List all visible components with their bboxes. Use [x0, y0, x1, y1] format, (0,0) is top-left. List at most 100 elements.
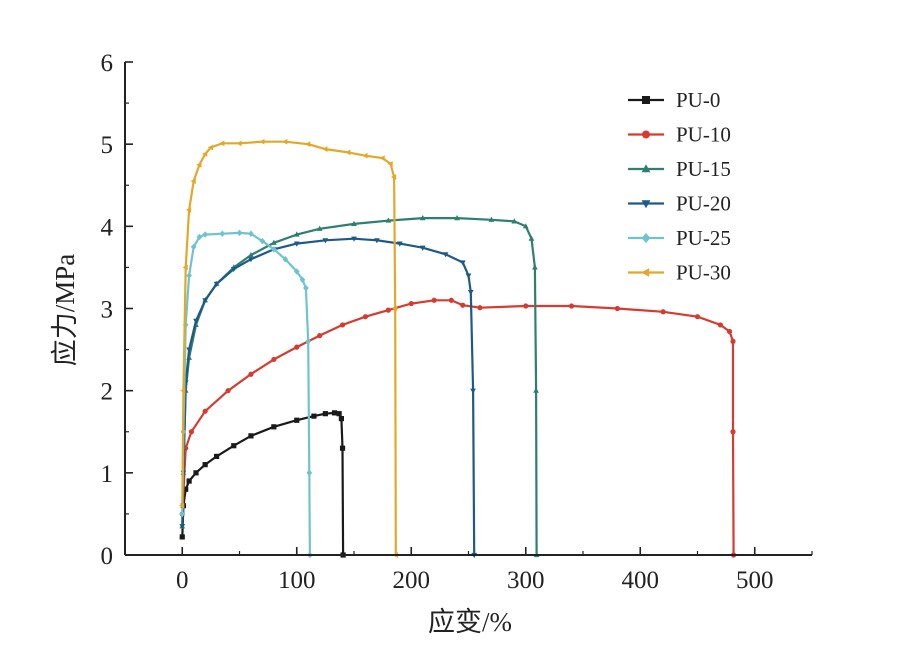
data-point-pu-0: [183, 486, 189, 492]
data-point-pu-25: [179, 510, 186, 518]
data-point-pu-15: [511, 218, 518, 224]
data-point-pu-10: [188, 429, 195, 435]
data-point-pu-30: [219, 140, 225, 147]
data-point-pu-25: [303, 284, 309, 292]
data-point-pu-10: [460, 302, 466, 308]
data-point-pu-0: [339, 445, 346, 451]
data-point-pu-20: [213, 281, 220, 287]
data-point-pu-20: [467, 289, 474, 296]
series-line-pu-0: [181, 411, 345, 556]
data-point-pu-15: [532, 264, 538, 270]
data-point-pu-30: [387, 161, 393, 167]
data-point-pu-30: [322, 146, 328, 152]
legend-label-pu-25: PU-25: [676, 226, 731, 250]
y-tick-label: 2: [101, 379, 114, 406]
data-point-pu-30: [196, 161, 202, 168]
data-point-pu-0: [294, 417, 300, 423]
data-point-pu-20: [442, 252, 449, 258]
data-point-pu-25: [259, 237, 266, 245]
data-point-pu-20: [322, 238, 329, 244]
data-point-pu-25: [306, 469, 313, 477]
data-point-pu-10: [730, 338, 736, 344]
data-point-pu-25: [236, 229, 243, 237]
data-point-pu-30: [345, 149, 351, 156]
x-axis-title: 应变/%: [428, 607, 512, 637]
data-point-pu-15: [270, 239, 277, 245]
data-point-pu-10: [523, 303, 529, 309]
data-point-pu-30: [390, 174, 397, 180]
data-point-pu-30: [362, 152, 368, 159]
data-point-pu-10: [317, 333, 323, 339]
data-point-pu-20: [202, 298, 209, 304]
data-point-pu-15: [488, 216, 495, 222]
legend: PU-0 PU-10 PU-15 PU-20 PU-25 PU-30: [628, 88, 731, 285]
legend-marker-pu-25: [641, 233, 651, 243]
legend-label-pu-30: PU-30: [676, 261, 731, 285]
legend-label-pu-20: PU-20: [676, 192, 731, 216]
data-point-pu-10: [225, 388, 231, 394]
data-point-pu-30: [392, 305, 398, 312]
data-point-pu-30: [190, 178, 196, 185]
data-point-pu-25: [305, 338, 312, 345]
data-point-pu-25: [202, 231, 209, 238]
data-point-pu-20: [419, 245, 426, 251]
data-point-pu-30: [259, 138, 265, 145]
axes: 0 100 200 300 400 500 0 1 2 3 4 5 6: [101, 50, 813, 594]
data-point-pu-25: [282, 255, 289, 263]
data-point-pu-0: [179, 534, 185, 540]
data-point-pu-0: [202, 462, 208, 468]
data-point-pu-20: [374, 238, 380, 244]
data-point-pu-10: [717, 322, 724, 328]
legend-label-pu-0: PU-0: [676, 88, 720, 112]
data-point-pu-30: [179, 502, 185, 509]
legend-marker-pu-15: [641, 164, 651, 173]
data-point-pu-25: [270, 246, 277, 253]
data-point-pu-20: [396, 241, 403, 247]
data-point-pu-30: [202, 151, 208, 157]
y-tick-label: 6: [101, 50, 114, 77]
x-tick-label: 200: [393, 567, 431, 594]
plot-area: [179, 138, 737, 559]
data-point-pu-10: [726, 328, 733, 335]
data-point-pu-30: [182, 264, 188, 271]
y-axis-title: 应力/MPa: [50, 254, 80, 367]
data-point-pu-25: [248, 230, 254, 237]
y-tick-label: 4: [101, 214, 114, 241]
legend-label-pu-15: PU-15: [676, 157, 731, 181]
data-point-pu-10: [730, 429, 736, 435]
data-point-pu-20: [230, 266, 237, 273]
data-point-pu-10: [448, 297, 454, 303]
legend-label-pu-10: PU-10: [676, 123, 731, 147]
data-point-pu-0: [271, 424, 277, 430]
data-point-pu-30: [186, 207, 192, 213]
data-point-pu-10: [339, 322, 346, 328]
legend-marker-pu-20: [641, 200, 651, 209]
data-point-pu-30: [236, 140, 242, 147]
data-point-pu-25: [190, 243, 197, 251]
x-tick-label: 100: [278, 567, 316, 594]
data-point-pu-25: [299, 276, 306, 283]
data-point-pu-15: [351, 220, 357, 226]
data-point-pu-0: [336, 411, 342, 417]
data-point-pu-0: [311, 413, 317, 419]
data-point-pu-15: [385, 217, 392, 223]
y-tick-label: 1: [101, 461, 114, 488]
data-point-pu-10: [271, 356, 277, 363]
data-point-pu-10: [694, 314, 701, 320]
data-point-pu-25: [219, 230, 226, 237]
data-point-pu-10: [408, 300, 414, 307]
data-point-pu-20: [193, 318, 199, 324]
data-point-pu-20: [293, 241, 300, 247]
data-point-pu-15: [293, 231, 300, 237]
data-point-pu-25: [196, 233, 203, 241]
data-point-pu-20: [248, 257, 254, 263]
x-tick-label: 400: [622, 567, 660, 594]
data-point-pu-15: [454, 214, 460, 221]
series-line-pu-30: [181, 140, 397, 556]
data-point-pu-30: [379, 155, 385, 161]
data-point-pu-10: [248, 371, 254, 377]
x-tick-label: 500: [736, 567, 774, 594]
data-point-pu-15: [528, 235, 535, 241]
data-point-pu-10: [294, 344, 300, 350]
